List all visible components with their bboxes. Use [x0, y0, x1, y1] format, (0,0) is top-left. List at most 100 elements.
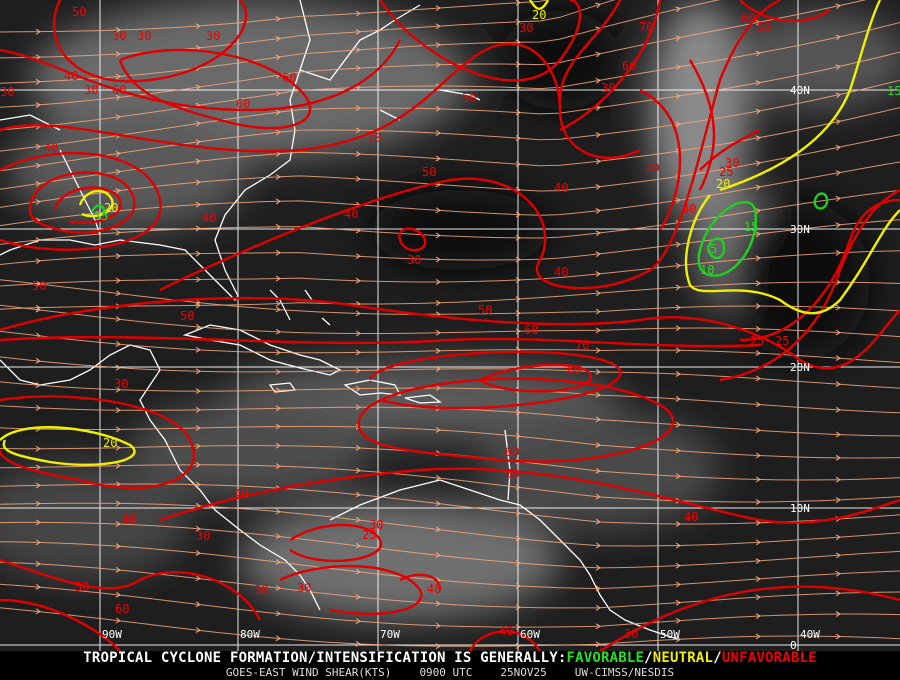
streamline-arrow	[275, 249, 281, 256]
streamline	[0, 483, 900, 525]
streamline-arrow	[115, 462, 121, 469]
unfavorable-shear-contour	[479, 363, 592, 393]
streamline-arrow	[435, 552, 441, 558]
streamline-arrow	[115, 407, 121, 414]
contour-label: 40	[427, 582, 441, 596]
longitude-label: 50W	[660, 628, 680, 641]
streamline-arrow	[435, 500, 441, 507]
streamline-arrow	[755, 160, 761, 167]
streamline-arrow	[275, 533, 281, 540]
streamline	[0, 134, 900, 208]
streamline-arrow	[435, 5, 441, 12]
streamline-arrow	[195, 201, 201, 208]
streamline-arrow	[195, 23, 201, 30]
streamline-arrow	[515, 328, 521, 335]
streamline-arrow	[355, 491, 361, 498]
streamline-arrow	[275, 16, 281, 22]
streamline-arrow	[435, 130, 441, 136]
streamline-arrow	[435, 622, 441, 629]
grid-labels: 90W 80W 70W 60W 50W 40W 40N 30N 20N 10N 0	[102, 84, 820, 651]
streamline	[0, 0, 549, 33]
streamline-arrow	[195, 84, 201, 91]
streamlines	[0, 0, 900, 650]
streamline-arrow	[115, 316, 121, 322]
streamline-arrow	[195, 120, 201, 127]
streamline-arrow	[515, 109, 521, 116]
streamline-arrow	[835, 381, 841, 387]
streamline-arrow	[835, 633, 841, 640]
legend-favorable: FAVORABLE	[566, 650, 645, 666]
contour-label: 20	[716, 177, 730, 191]
contour-label: 30	[519, 21, 533, 35]
streamline-arrow	[275, 405, 281, 412]
streamline-arrow	[195, 443, 201, 450]
streamline-arrow	[755, 108, 761, 115]
streamline	[0, 583, 900, 628]
streamline-arrow	[275, 328, 281, 335]
streamline-arrow	[115, 290, 121, 297]
streamline-arrow	[115, 481, 121, 488]
streamline-arrow	[35, 464, 41, 471]
contour-label: 50	[462, 91, 476, 105]
streamline-arrow	[275, 584, 281, 591]
streamline-arrow	[675, 325, 681, 332]
latitude-label: 10N	[790, 502, 810, 515]
unfavorable-shear-contour	[52, 0, 248, 83]
streamline-arrow	[595, 2, 601, 9]
streamline-arrow	[835, 355, 841, 362]
streamline-arrow	[115, 114, 121, 121]
streamline-arrow	[755, 520, 761, 526]
contour-label: 40	[682, 202, 696, 216]
streamline-arrow	[275, 442, 281, 449]
streamline-arrow	[275, 300, 281, 307]
streamline-arrow	[115, 566, 121, 573]
legend-neutral: NEUTRAL	[652, 650, 714, 666]
contour-label: 50	[180, 309, 194, 323]
streamline-arrow	[195, 406, 201, 413]
streamline	[0, 250, 900, 287]
streamline-arrow	[595, 77, 601, 84]
product-name: GOES-EAST WIND SHEAR(KTS)	[225, 666, 392, 679]
favorability-legend: TROPICAL CYCLONE FORMATION/INTENSIFICATI…	[0, 651, 900, 666]
streamline-arrow	[435, 61, 441, 68]
streamline-arrow	[755, 539, 761, 546]
streamline-arrow	[595, 604, 601, 611]
streamline-arrow	[755, 499, 761, 505]
contour-label: 60	[741, 11, 755, 25]
streamline-arrow	[595, 51, 601, 58]
streamline-arrow	[195, 276, 201, 283]
streamline-arrow	[355, 175, 361, 182]
longitude-label: 70W	[380, 628, 400, 641]
streamline-arrow	[515, 484, 521, 490]
unfavorable-shear-contour	[468, 630, 542, 651]
streamline-arrow	[435, 42, 441, 48]
streamline-arrow	[355, 593, 361, 600]
streamline-arrow	[595, 441, 601, 448]
streamline-arrow	[755, 594, 761, 601]
streamline-arrow	[755, 208, 761, 214]
contour-label: 40	[234, 487, 248, 501]
streamline-arrow	[835, 34, 841, 41]
streamline-arrow	[115, 51, 121, 58]
contour-label: 30	[112, 29, 126, 43]
streamline-arrow	[35, 237, 41, 244]
streamline-arrow	[355, 65, 361, 72]
longitude-label: 60W	[520, 628, 540, 641]
streamline-arrow	[595, 585, 601, 592]
streamline-arrow	[835, 497, 841, 503]
streamline-arrow	[595, 327, 601, 334]
streamline-arrow	[595, 493, 601, 500]
unfavorable-shear-contour	[719, 188, 900, 382]
unfavorable-shear-contour	[0, 39, 402, 112]
contour-label: 60	[622, 59, 636, 73]
streamline-arrow	[595, 623, 601, 630]
streamline-arrow	[355, 367, 361, 374]
streamline-arrow	[275, 198, 281, 205]
favorable-shear-contour	[90, 204, 106, 215]
streamline-arrow	[675, 562, 681, 569]
streamline-arrow	[755, 80, 761, 87]
contour-label: 30	[206, 29, 220, 43]
streamline-arrow	[275, 129, 281, 136]
contour-label: 40	[202, 211, 216, 225]
unfavorable-shear-contour	[0, 152, 162, 251]
